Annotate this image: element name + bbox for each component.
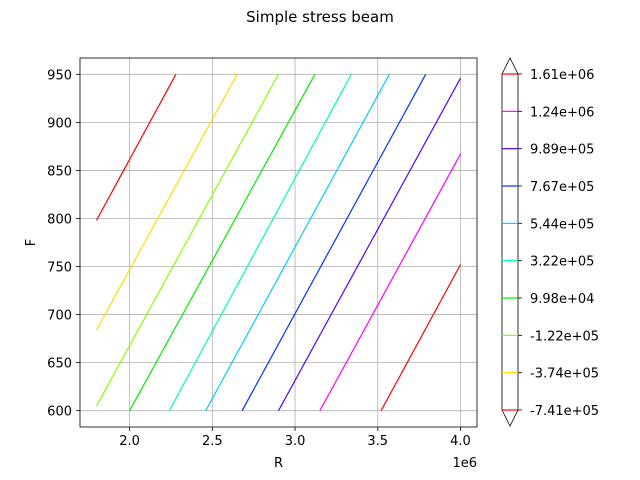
- contour-line: [168, 74, 352, 411]
- colorbar-label: 5.44e+05: [530, 217, 594, 232]
- x-axis: 2.0 2.5 3.0 3.5 4.0: [119, 427, 471, 449]
- plot-frame: [79, 57, 478, 428]
- x-tick-label: 2.0: [119, 434, 140, 449]
- colorbar: -7.41e+05 -3.74e+05 -1.22e+05 9.98e+04 3.22e…: [501, 57, 599, 427]
- y-tick-label: 950: [47, 68, 72, 83]
- colorbar-label: 7.67e+05: [530, 180, 594, 195]
- x-axis-offset-label: 1e6: [452, 456, 477, 471]
- colorbar-label: -7.41e+05: [530, 404, 599, 419]
- contour-line: [129, 74, 316, 411]
- y-axis-label: F: [24, 239, 39, 246]
- y-tick-label: 800: [47, 212, 72, 227]
- contour-lines: [95, 74, 462, 411]
- colorbar-label: 1.24e+06: [530, 105, 594, 120]
- contour-line: [241, 74, 427, 411]
- colorbar-label: 9.98e+04: [530, 292, 594, 307]
- contour-line: [277, 77, 462, 411]
- y-tick-label: 700: [47, 309, 72, 324]
- colorbar-label: 1.61e+06: [530, 68, 594, 83]
- grid: [80, 58, 477, 427]
- colorbar-label: 9.89e+05: [530, 143, 594, 158]
- y-tick-label: 600: [47, 405, 72, 420]
- y-tick-label: 650: [47, 357, 72, 372]
- contour-line: [95, 74, 238, 331]
- contour-line: [380, 264, 462, 411]
- chart-title: Simple stress beam: [246, 8, 394, 26]
- colorbar-frame: [501, 73, 519, 411]
- colorbar-label: -3.74e+05: [530, 367, 599, 382]
- x-tick-label: 4.0: [450, 434, 471, 449]
- y-tick-label: 850: [47, 164, 72, 179]
- contour-line: [95, 74, 177, 221]
- colorbar-extend-top: [501, 57, 519, 75]
- y-axis: 600 650 700 750 800 850 900 950: [47, 68, 80, 420]
- x-tick-label: 2.5: [202, 434, 223, 449]
- colorbar-label: 3.22e+05: [530, 255, 594, 270]
- colorbar-label: -1.22e+05: [530, 329, 599, 344]
- x-axis-label: R: [274, 456, 283, 471]
- x-tick-label: 3.5: [367, 434, 388, 449]
- x-tick-label: 3.0: [285, 434, 306, 449]
- contour-line: [319, 153, 462, 411]
- contour-line: [205, 74, 390, 411]
- y-tick-label: 900: [47, 116, 72, 131]
- y-tick-label: 750: [47, 261, 72, 276]
- contour-line: [95, 74, 280, 407]
- colorbar-extend-bottom: [501, 409, 519, 427]
